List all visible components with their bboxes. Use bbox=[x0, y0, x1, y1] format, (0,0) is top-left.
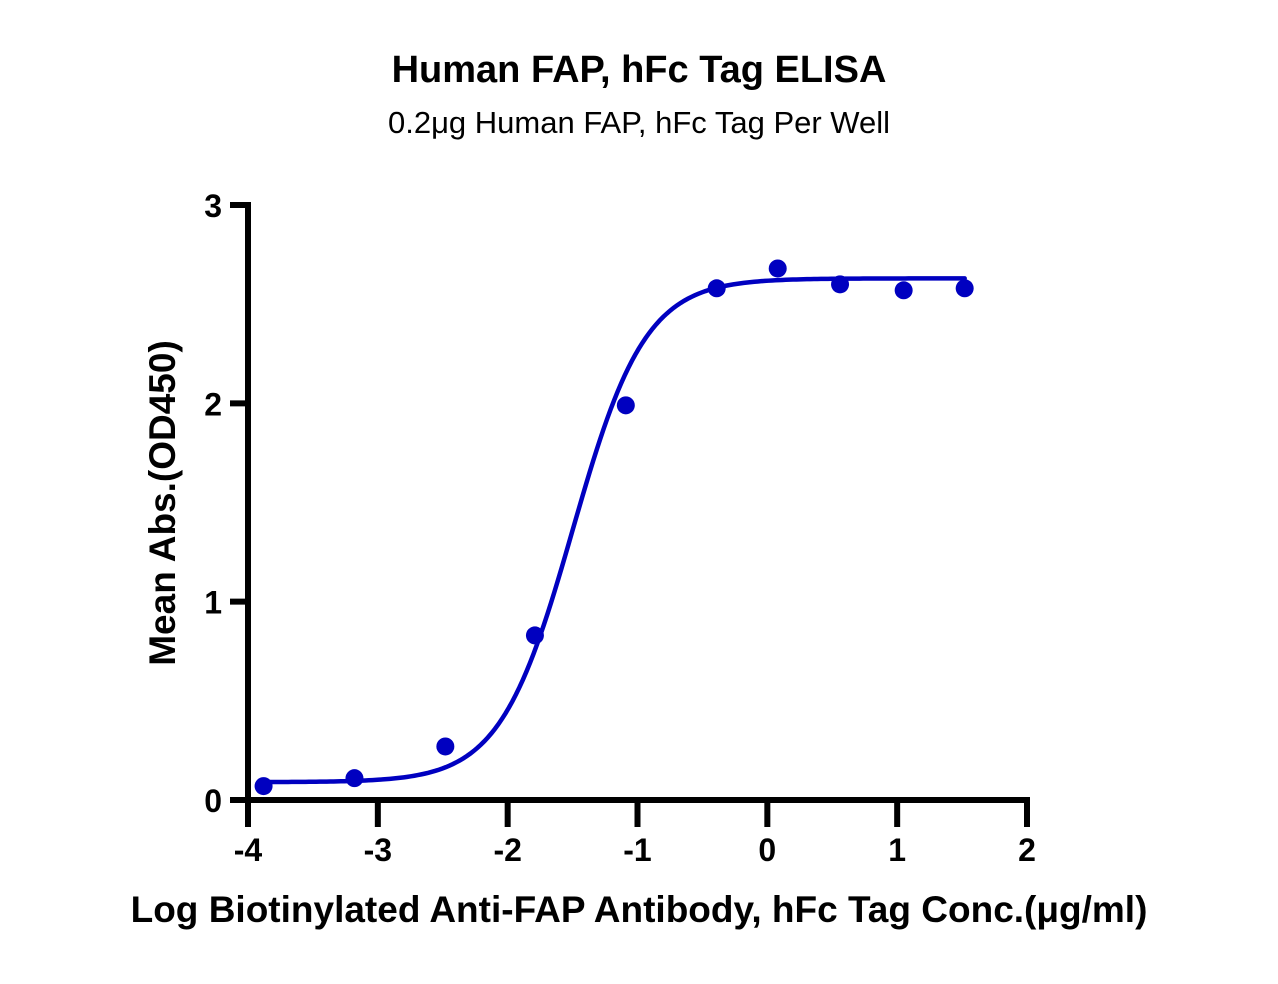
chart-subtitle: 0.2μg Human FAP, hFc Tag Per Well bbox=[388, 105, 890, 140]
x-tick-label: -2 bbox=[493, 832, 521, 868]
data-point bbox=[707, 279, 726, 298]
y-tick-label: 1 bbox=[204, 585, 222, 621]
data-point bbox=[345, 769, 364, 788]
y-tick-label: 0 bbox=[204, 783, 222, 819]
x-tick-label: -1 bbox=[623, 832, 651, 868]
x-tick-label: 0 bbox=[758, 832, 776, 868]
y-axis: 0 1 2 3 bbox=[204, 188, 251, 827]
fit-curve-path bbox=[261, 276, 967, 785]
x-axis: -4 -3 -2 -1 0 1 2 bbox=[230, 797, 1036, 868]
data-points bbox=[254, 259, 974, 796]
data-point bbox=[616, 396, 635, 415]
fit-curve bbox=[261, 276, 967, 785]
data-point bbox=[831, 275, 850, 294]
y-tick-label: 3 bbox=[204, 188, 222, 224]
y-axis-label: Mean Abs.(OD450) bbox=[142, 340, 183, 666]
data-point bbox=[254, 777, 273, 796]
x-tick-label: 2 bbox=[1018, 832, 1036, 868]
data-point bbox=[955, 279, 974, 298]
x-axis-label: Log Biotinylated Anti-FAP Antibody, hFc … bbox=[131, 889, 1148, 930]
x-tick-label: -3 bbox=[364, 832, 392, 868]
x-tick-label: 1 bbox=[888, 832, 906, 868]
data-point bbox=[436, 737, 455, 756]
data-point bbox=[525, 626, 544, 645]
chart-title: Human FAP, hFc Tag ELISA bbox=[392, 49, 887, 91]
x-tick-label: -4 bbox=[234, 832, 263, 868]
data-point bbox=[894, 281, 913, 300]
data-point bbox=[768, 259, 787, 278]
y-tick-label: 2 bbox=[204, 386, 222, 422]
